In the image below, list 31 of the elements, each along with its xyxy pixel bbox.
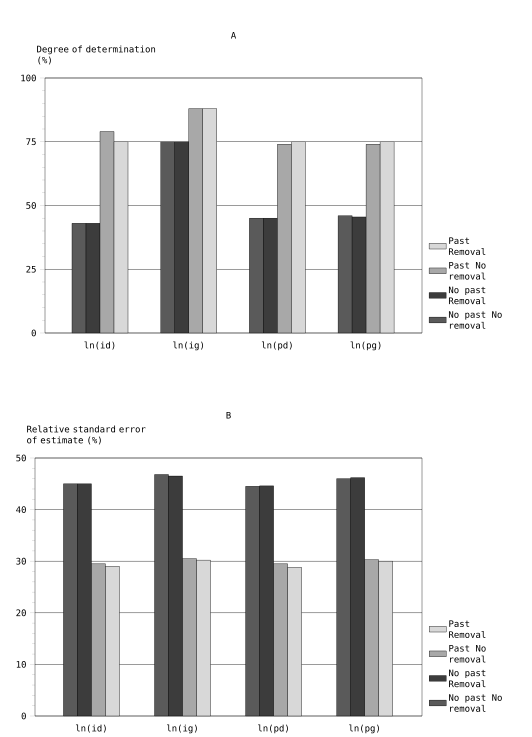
y-axis-title: Relative standard error of estimate (%) xyxy=(27,425,146,444)
x-tick-label: ln(ig) xyxy=(173,342,204,350)
legend-label: Past No removal xyxy=(449,262,486,280)
x-tick-label: ln(id) xyxy=(84,342,114,350)
x-tick-label: ln(pd) xyxy=(258,724,288,734)
chart-title: A xyxy=(230,32,236,38)
y-tick-label: 40 xyxy=(16,506,26,513)
x-tick-label: ln(id) xyxy=(76,724,106,733)
x-tick-label: ln(ig) xyxy=(167,724,197,734)
legend-label: No past No removal xyxy=(449,694,502,712)
legend-label: Past Removal xyxy=(448,237,486,255)
x-tick-label: ln(pg) xyxy=(350,342,380,350)
legend-label: No past Removal xyxy=(449,670,486,688)
legend-label: Past No removal xyxy=(449,644,486,663)
y-tick-label: 25 xyxy=(26,266,36,273)
legend-label: Past Removal xyxy=(449,620,486,638)
y-tick-label: 50 xyxy=(16,454,26,462)
y-tick-label: 0 xyxy=(22,712,26,720)
y-tick-label: 10 xyxy=(16,661,26,668)
chart-title: B xyxy=(226,412,231,418)
y-tick-label: 20 xyxy=(16,609,26,616)
legend-label: No past No removal xyxy=(448,311,502,329)
x-tick-label: ln(pg) xyxy=(349,724,379,734)
y-tick-label: 50 xyxy=(26,202,36,209)
legend-label: No past Removal xyxy=(448,286,486,304)
x-tick-label: ln(pd) xyxy=(262,342,292,350)
y-axis-title: Degree of determination (%) xyxy=(37,46,156,64)
y-tick-label: 75 xyxy=(26,138,36,146)
y-tick-label: 100 xyxy=(21,74,36,82)
y-tick-label: 0 xyxy=(32,330,36,336)
y-tick-label: 30 xyxy=(16,558,26,565)
